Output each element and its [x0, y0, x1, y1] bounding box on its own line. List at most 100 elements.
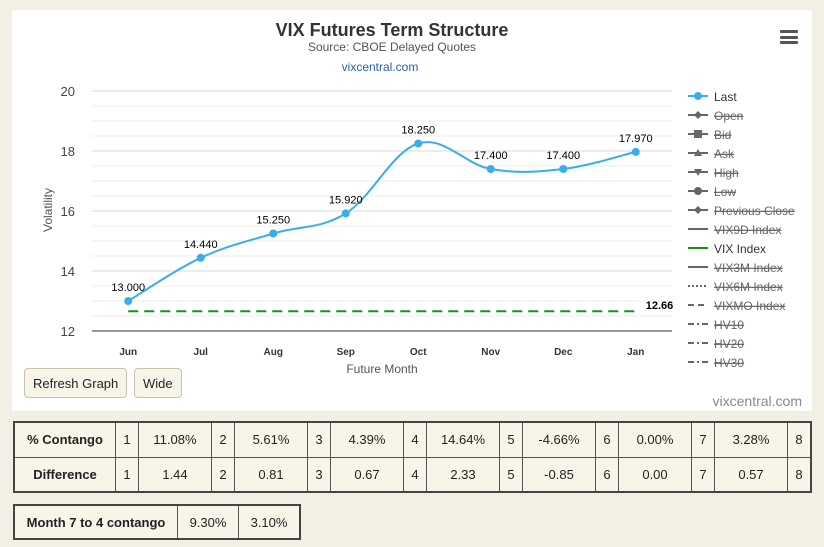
legend-item[interactable]: High	[688, 166, 739, 180]
value-cell: 0.00	[618, 456, 692, 493]
y-axis-title: Volatility	[41, 188, 55, 232]
summary-label: Month 7 to 4 contango	[13, 504, 178, 540]
x-tick-label: Jan	[627, 347, 644, 358]
last-data-label: 17.970	[619, 133, 653, 145]
legend-item[interactable]: HV20	[688, 337, 744, 351]
summary-table: Month 7 to 4 contango 9.30% 3.10%	[13, 504, 301, 540]
last-data-point[interactable]	[341, 209, 350, 218]
legend-item[interactable]: Previous Close	[688, 204, 795, 218]
summary-value: 9.30%	[177, 504, 239, 540]
last-data-point[interactable]	[196, 253, 205, 262]
row-label: % Contango	[13, 421, 116, 458]
summary-row: Month 7 to 4 contango 9.30% 3.10%	[13, 504, 301, 540]
value-cell: 0.67	[330, 456, 404, 493]
value-cell: 0.81	[234, 456, 308, 493]
value-cell: -4.66%	[522, 421, 596, 458]
svg-text:VIX9D Index: VIX9D Index	[714, 223, 781, 237]
svg-text:Previous Close: Previous Close	[714, 204, 795, 218]
legend-item[interactable]: Last	[688, 90, 737, 104]
svg-text:HV10: HV10	[714, 318, 744, 332]
month-index-cell: 8	[787, 421, 812, 458]
vix-index-value-label: 12.66	[646, 300, 674, 312]
legend-item[interactable]: HV30	[688, 356, 744, 370]
value-cell: 0.57	[714, 456, 788, 493]
y-tick-label: 14	[61, 264, 75, 279]
last-data-point[interactable]	[414, 139, 423, 148]
month-index-cell: 1	[115, 421, 139, 458]
contango-table: % Contango 1 11.08% 2 5.61% 3 4.39% 4 14.64% 5 -4.…	[13, 421, 812, 493]
x-tick-label: Jul	[194, 347, 209, 358]
svg-text:Ask: Ask	[714, 147, 735, 161]
svg-text:Open: Open	[714, 109, 743, 123]
value-cell: 0.00%	[618, 421, 692, 458]
svg-text:High: High	[714, 166, 739, 180]
legend-item[interactable]: Ask	[688, 147, 735, 161]
row-label: Difference	[13, 456, 116, 493]
month-index-cell: 6	[595, 456, 619, 493]
month-index-cell: 6	[595, 421, 619, 458]
legend-item[interactable]: HV10	[688, 318, 744, 332]
svg-text:Last: Last	[714, 90, 737, 104]
x-tick-label: Sep	[337, 347, 355, 358]
last-data-label: 15.920	[329, 194, 363, 206]
grid-lines	[92, 90, 672, 332]
contango-table-row: Difference 1 1.44 2 0.81 3 0.67 4 2.33 5 -0.85 6 0.0…	[13, 456, 812, 493]
refresh-graph-button[interactable]: Refresh Graph	[24, 368, 128, 398]
month-index-cell: 7	[691, 421, 715, 458]
value-cell: 14.64%	[426, 421, 500, 458]
x-tick-label: Oct	[410, 347, 427, 358]
wide-button[interactable]: Wide	[134, 368, 182, 398]
legend-item[interactable]: VIX Index	[688, 242, 766, 256]
chart-credit[interactable]: vixcentral.com	[713, 393, 802, 409]
month-index-cell: 2	[211, 456, 235, 493]
last-data-label: 14.440	[184, 239, 218, 251]
month-index-cell: 4	[403, 421, 427, 458]
legend-item[interactable]: Bid	[688, 128, 731, 142]
month-index-cell: 3	[307, 456, 331, 493]
svg-text:VIX6M Index: VIX6M Index	[714, 280, 783, 294]
svg-text:Low: Low	[714, 185, 736, 199]
hamburger-menu-icon[interactable]	[780, 30, 798, 44]
legend-item[interactable]: Open	[688, 109, 743, 123]
month-index-cell: 7	[691, 456, 715, 493]
svg-text:VIX3M Index: VIX3M Index	[714, 261, 783, 275]
svg-text:VIXMO Index: VIXMO Index	[714, 299, 785, 313]
svg-text:VIX Index: VIX Index	[714, 242, 766, 256]
month-index-cell: 2	[211, 421, 235, 458]
x-axis-title: Future Month	[346, 362, 417, 376]
value-cell: 4.39%	[330, 421, 404, 458]
x-tick-label: Jun	[119, 347, 137, 358]
legend-item[interactable]: Low	[688, 185, 736, 199]
chart-title: VIX Futures Term Structure	[276, 20, 509, 40]
summary-value: 3.10%	[238, 504, 301, 540]
y-tick-label: 16	[61, 204, 75, 219]
source-link[interactable]: vixcentral.com	[342, 60, 419, 74]
chart-panel: VIX Futures Term Structure Source: CBOE …	[12, 10, 812, 411]
legend-item[interactable]: VIX3M Index	[688, 261, 783, 275]
last-data-point[interactable]	[559, 165, 568, 173]
axes: 12 14 16 18 20 Jun Jul Aug Sep Oct Nov Dec Jan Future…	[41, 84, 672, 376]
last-data-point[interactable]	[124, 297, 133, 305]
last-data-point[interactable]	[631, 147, 640, 156]
legend-item[interactable]: VIX9D Index	[688, 223, 781, 237]
legend-item[interactable]: VIX6M Index	[688, 280, 783, 294]
term-structure-chart: VIX Futures Term Structure Source: CBOE …	[41, 20, 802, 409]
value-cell: -0.85	[522, 456, 596, 493]
chart-subtitle: Source: CBOE Delayed Quotes	[308, 40, 476, 54]
month-index-cell: 5	[499, 456, 523, 493]
y-tick-label: 20	[61, 84, 75, 99]
month-index-cell: 4	[403, 456, 427, 493]
month-index-cell: 1	[115, 456, 139, 493]
legend-item[interactable]: VIXMO Index	[688, 299, 785, 313]
last-data-label: 17.400	[474, 150, 508, 162]
last-data-label: 15.250	[256, 215, 290, 227]
x-tick-label: Aug	[264, 347, 283, 358]
last-data-label: 17.400	[546, 150, 580, 162]
last-data-point[interactable]	[269, 229, 278, 238]
month-index-cell: 5	[499, 421, 523, 458]
value-cell: 2.33	[426, 456, 500, 493]
last-data-point[interactable]	[486, 165, 495, 173]
last-data-label: 13.000	[111, 282, 145, 294]
x-tick-label: Nov	[481, 347, 500, 358]
x-tick-label: Dec	[554, 347, 573, 358]
